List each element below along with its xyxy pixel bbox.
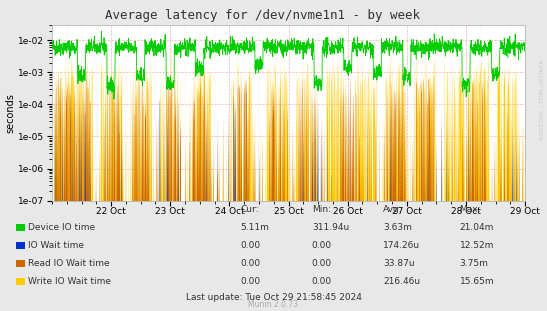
Text: Min:: Min: [312,206,331,214]
Text: 33.87u: 33.87u [383,259,415,268]
Text: 0.00: 0.00 [312,277,332,286]
Text: 15.65m: 15.65m [459,277,494,286]
Text: Max:: Max: [459,206,481,214]
Text: Avg:: Avg: [383,206,403,214]
Text: Read IO Wait time: Read IO Wait time [28,259,110,268]
Text: IO Wait time: IO Wait time [28,241,84,250]
Text: 21.04m: 21.04m [459,223,494,232]
Text: Write IO Wait time: Write IO Wait time [28,277,112,286]
Text: Device IO time: Device IO time [28,223,96,232]
Text: 311.94u: 311.94u [312,223,349,232]
Text: Munin 2.0.73: Munin 2.0.73 [248,300,299,309]
Text: Average latency for /dev/nvme1n1 - by week: Average latency for /dev/nvme1n1 - by we… [105,9,420,22]
Text: 3.63m: 3.63m [383,223,412,232]
Text: 3.75m: 3.75m [459,259,488,268]
Text: 12.52m: 12.52m [459,241,494,250]
Text: 0.00: 0.00 [241,259,261,268]
Text: Last update: Tue Oct 29 21:58:45 2024: Last update: Tue Oct 29 21:58:45 2024 [185,293,362,301]
Text: 0.00: 0.00 [241,277,261,286]
Text: 0.00: 0.00 [312,259,332,268]
Text: 0.00: 0.00 [241,241,261,250]
Text: 5.11m: 5.11m [241,223,270,232]
Text: Cur:: Cur: [241,206,259,214]
Text: RRDTOOL / TOBI OETIKER: RRDTOOL / TOBI OETIKER [539,59,544,140]
Text: 216.46u: 216.46u [383,277,420,286]
Text: 0.00: 0.00 [312,241,332,250]
Text: 174.26u: 174.26u [383,241,420,250]
Y-axis label: seconds: seconds [5,93,15,133]
